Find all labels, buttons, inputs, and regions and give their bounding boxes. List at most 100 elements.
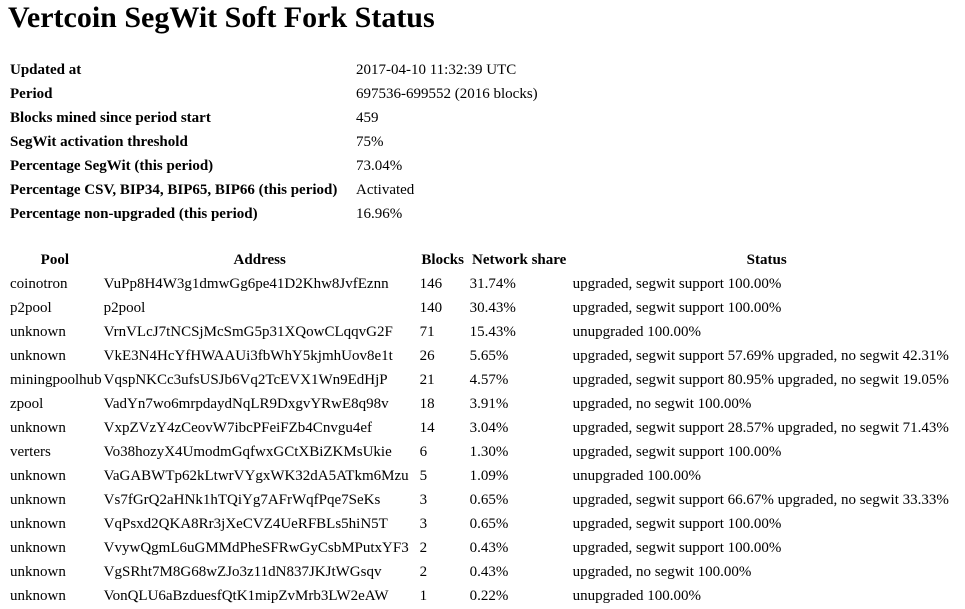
pool-row: miningpoolhub VqspNKCc3ufsUSJb6Vq2TcEVX1W…: [8, 368, 963, 392]
summary-value: 16.96%: [356, 206, 403, 222]
pool-name: unknown: [10, 348, 66, 364]
status: unupgraded 100.00%: [572, 324, 701, 340]
network-share: 0.65%: [469, 516, 509, 532]
status: upgraded, segwit support 100.00%: [572, 540, 782, 556]
address: VadYn7wo6mrpdaydNqLR9DxgvYRwE8q98v: [103, 396, 389, 412]
address: p2pool: [103, 300, 146, 316]
pool-row: unknown VvywQgmL6uGMMdPheSFRwGyCsbMPutxYF…: [8, 536, 963, 560]
summary-row: Updated at 2017-04-10 11:32:39 UTC: [8, 58, 654, 82]
summary-row: SegWit activation threshold 75%: [8, 130, 654, 154]
network-share: 3.91%: [469, 396, 509, 412]
summary-label: SegWit activation threshold: [10, 134, 188, 150]
pool-name: unknown: [10, 420, 66, 436]
network-share: 31.74%: [469, 276, 516, 292]
summary-row: Period 697536-699552 (2016 blocks): [8, 82, 654, 106]
network-share: 3.04%: [469, 420, 509, 436]
pool-name: unknown: [10, 588, 66, 604]
summary-label: Updated at: [10, 62, 82, 78]
summary-value: 2017-04-10 11:32:39 UTC: [356, 62, 517, 78]
blocks: 5: [419, 468, 428, 484]
address: VonQLU6aBzduesfQtK1mipZvMrb3LW2eAW: [103, 588, 389, 604]
blocks: 146: [419, 276, 443, 292]
summary-row: Percentage CSV, BIP34, BIP65, BIP66 (thi…: [8, 178, 654, 202]
summary-value: 697536-699552 (2016 blocks): [356, 86, 538, 102]
network-share: 15.43%: [469, 324, 516, 340]
blocks: 18: [419, 396, 435, 412]
blocks: 3: [419, 492, 428, 508]
pool-row: zpool VadYn7wo6mrpdaydNqLR9DxgvYRwE8q98v 1…: [8, 392, 963, 416]
pool-row: unknown VxpZVzY4zCeovW7ibcPFeiFZb4Cnvgu4e…: [8, 416, 963, 440]
status: upgraded, segwit support 100.00%: [572, 444, 782, 460]
pool-row: unknown VqPsxd2QKA8Rr3jXeCVZ4UeRFBLs5hiN5…: [8, 512, 963, 536]
pool-row: unknown Vs7fGrQ2aHNk1hTQiYg7AFrWqfPqe7SeK…: [8, 488, 963, 512]
column-header: Blocks: [421, 252, 464, 268]
pool-name: unknown: [10, 564, 66, 580]
status: upgraded, segwit support 80.95% upgraded…: [572, 372, 949, 388]
blocks: 21: [419, 372, 435, 388]
status: upgraded, segwit support 66.67% upgraded…: [572, 492, 949, 508]
network-share: 0.43%: [469, 540, 509, 556]
pool-name: unknown: [10, 516, 66, 532]
pool-name: unknown: [10, 468, 66, 484]
status: unupgraded 100.00%: [572, 588, 701, 604]
status: upgraded, segwit support 100.00%: [572, 276, 782, 292]
pool-name: zpool: [10, 396, 44, 412]
column-header: Pool: [40, 252, 69, 268]
status: upgraded, segwit support 28.57% upgraded…: [572, 420, 949, 436]
pool-row: verters Vo38hozyX4UmodmGqfwxGCtXBiZKMsUki…: [8, 440, 963, 464]
status: upgraded, segwit support 100.00%: [572, 300, 782, 316]
network-share: 0.22%: [469, 588, 509, 604]
summary-label: Blocks mined since period start: [10, 110, 211, 126]
summary-label: Percentage CSV, BIP34, BIP65, BIP66 (thi…: [10, 182, 338, 198]
address: VuPp8H4W3g1dmwGg6pe41D2Khw8JvfEznn: [103, 276, 389, 292]
pool-name: coinotron: [10, 276, 68, 292]
address: VkE3N4HcYfHWAAUi3fbWhY5kjmhUov8e1t: [103, 348, 393, 364]
pool-row: unknown VgSRht7M8G68wZJo3z11dN837JKJtWGsq…: [8, 560, 963, 584]
pool-row: unknown VonQLU6aBzduesfQtK1mipZvMrb3LW2eA…: [8, 584, 963, 608]
network-share: 1.09%: [469, 468, 509, 484]
address: VqspNKCc3ufsUSJb6Vq2TcEVX1Wn9EdHjP: [103, 372, 388, 388]
address: VqPsxd2QKA8Rr3jXeCVZ4UeRFBLs5hiN5T: [103, 516, 388, 532]
network-share: 0.65%: [469, 492, 509, 508]
summary-label: Period: [10, 86, 53, 102]
address: VxpZVzY4zCeovW7ibcPFeiFZb4Cnvgu4ef: [103, 420, 372, 436]
blocks: 6: [419, 444, 428, 460]
status: upgraded, segwit support 57.69% upgraded…: [572, 348, 949, 364]
page-title: Vertcoin SegWit Soft Fork Status: [8, 1, 435, 34]
pool-table: Pool Address Blocks Network share Status coi…: [8, 248, 963, 608]
summary-value: 75%: [356, 134, 384, 150]
status: upgraded, segwit support 100.00%: [572, 516, 782, 532]
summary-row: Percentage non-upgraded (this period) 16.…: [8, 202, 654, 226]
blocks: 71: [419, 324, 435, 340]
summary-value: 73.04%: [356, 158, 403, 174]
blocks: 2: [419, 540, 428, 556]
address: Vo38hozyX4UmodmGqfwxGCtXBiZKMsUkie: [103, 444, 392, 460]
network-share: 5.65%: [469, 348, 509, 364]
address: VgSRht7M8G68wZJo3z11dN837JKJtWGsqv: [103, 564, 382, 580]
summary-label: Percentage SegWit (this period): [10, 158, 214, 174]
summary-row: Blocks mined since period start 459: [8, 106, 654, 130]
blocks: 1: [419, 588, 428, 604]
column-header: Status: [746, 252, 787, 268]
pool-row: coinotron VuPp8H4W3g1dmwGg6pe41D2Khw8JvfE…: [8, 272, 963, 296]
network-share: 30.43%: [469, 300, 516, 316]
pool-name: unknown: [10, 540, 66, 556]
column-header: Network share: [472, 252, 567, 268]
blocks: 140: [419, 300, 443, 316]
pool-row: unknown VaGABWTp62kLtwrVYgxWK32dA5ATkm6Mz…: [8, 464, 963, 488]
network-share: 0.43%: [469, 564, 509, 580]
pool-name: verters: [10, 444, 51, 460]
status: upgraded, no segwit 100.00%: [572, 564, 752, 580]
pool-name: unknown: [10, 324, 66, 340]
header-row: Pool Address Blocks Network share Status: [8, 248, 963, 272]
pool-name: unknown: [10, 492, 66, 508]
pool-row: unknown VkE3N4HcYfHWAAUi3fbWhY5kjmhUov8e1…: [8, 344, 963, 368]
summary-value: 459: [356, 110, 379, 126]
network-share: 1.30%: [469, 444, 509, 460]
network-share: 4.57%: [469, 372, 509, 388]
blocks: 14: [419, 420, 435, 436]
address: VvywQgmL6uGMMdPheSFRwGyCsbMPutxYF3: [103, 540, 409, 556]
pool-row: unknown VrnVLcJ7tNCSjMcSmG5p31XQowCLqqvG2…: [8, 320, 963, 344]
pool-name: p2pool: [10, 300, 52, 316]
